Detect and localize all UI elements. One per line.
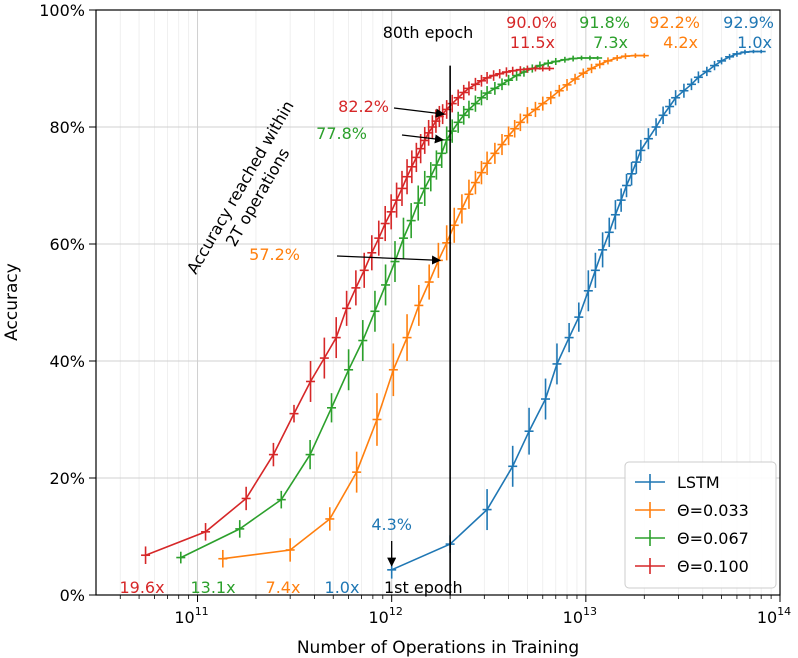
final-speedup-label: 4.2x bbox=[663, 33, 698, 52]
series-Θ=0.033 bbox=[218, 53, 649, 568]
final-speedup-label: 7.3x bbox=[593, 33, 628, 52]
epoch-1-label: 1st epoch bbox=[384, 578, 463, 597]
axis-ticks: 1011 1012 1013 1014 0% 20% 40% 60% 80% 100% bbox=[39, 1, 791, 627]
plot-frame bbox=[95, 9, 781, 596]
series-Θ=0.100 bbox=[141, 65, 555, 564]
y-tick-label: 60% bbox=[49, 235, 85, 254]
start-speedup-label: 1.0x bbox=[325, 578, 360, 597]
final-accuracy-label: 90.0% bbox=[506, 13, 557, 32]
x-tick-label: 1013 bbox=[563, 605, 597, 627]
start-speedup-label: 19.6x bbox=[119, 578, 164, 597]
series-line bbox=[180, 57, 598, 559]
final-speedup-label: 11.5x bbox=[510, 33, 555, 52]
y-tick-label: 80% bbox=[49, 118, 85, 137]
y-tick-label: 40% bbox=[49, 352, 85, 371]
legend: LSTM Θ=0.033 Θ=0.067 Θ=0.100 bbox=[624, 461, 777, 589]
legend-label: Θ=0.033 bbox=[677, 501, 749, 520]
reached-accuracy-arrow bbox=[393, 107, 446, 118]
reached-accuracy-label: 4.3% bbox=[371, 515, 412, 534]
legend-label: Θ=0.067 bbox=[677, 529, 749, 548]
y-tick-label: 100% bbox=[39, 1, 85, 20]
start-speedup-label: 13.1x bbox=[190, 578, 235, 597]
reached-accuracy-label: 57.2% bbox=[249, 245, 300, 264]
series-LSTM bbox=[387, 49, 766, 579]
epoch-80-label: 80th epoch bbox=[383, 23, 474, 42]
y-axis-label: Accuracy bbox=[2, 263, 22, 341]
legend-label: LSTM bbox=[677, 473, 720, 492]
final-accuracy-label: 92.9% bbox=[723, 13, 774, 32]
final-speedup-label: 1.0x bbox=[737, 33, 772, 52]
x-tick-label: 1012 bbox=[369, 605, 403, 627]
series-line bbox=[222, 54, 645, 560]
final-accuracy-label: 91.8% bbox=[579, 13, 630, 32]
legend-label: Θ=0.100 bbox=[677, 557, 749, 576]
reached-accuracy-arrow bbox=[401, 134, 445, 144]
reached-accuracy-label: 82.2% bbox=[338, 97, 389, 116]
start-speedup-label: 7.4x bbox=[266, 578, 301, 597]
final-accuracy-label: 92.2% bbox=[649, 13, 700, 32]
reached-accuracy-arrow bbox=[336, 255, 442, 265]
y-tick-label: 20% bbox=[49, 469, 85, 488]
legend-box bbox=[624, 461, 777, 589]
y-tick-label: 0% bbox=[60, 586, 85, 605]
x-axis-label: Number of Operations in Training bbox=[297, 638, 579, 658]
x-tick-label: 1014 bbox=[757, 605, 791, 627]
series-layer bbox=[141, 49, 766, 579]
x-tick-label: 1011 bbox=[174, 605, 208, 627]
reached-accuracy-label: 77.8% bbox=[316, 124, 367, 143]
series-Θ=0.067 bbox=[176, 55, 603, 564]
